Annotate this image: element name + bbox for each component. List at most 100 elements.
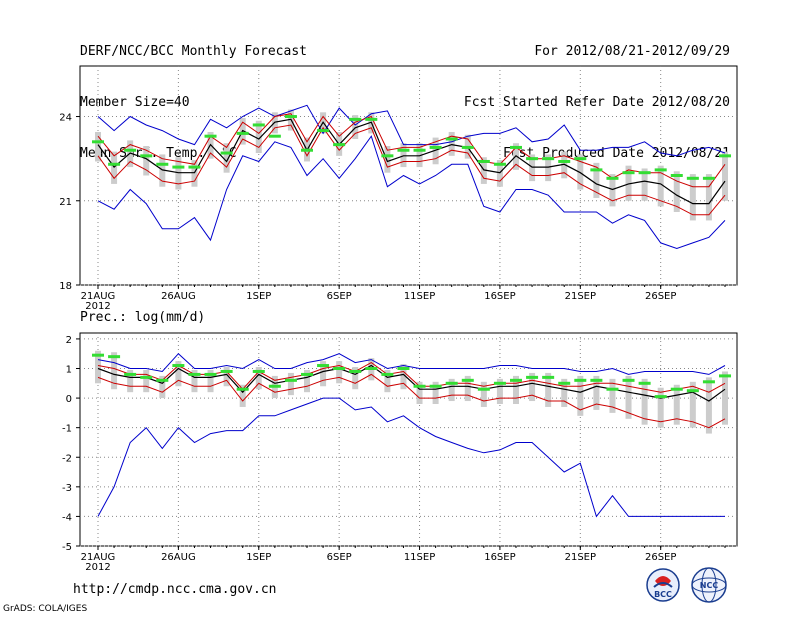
spread-box xyxy=(175,157,182,190)
spread-box xyxy=(400,364,407,390)
obs-marker xyxy=(204,372,217,376)
spread-box xyxy=(705,174,712,221)
obs-marker xyxy=(108,355,121,359)
spread-box xyxy=(416,143,423,168)
spread-box xyxy=(609,378,616,413)
spread-box xyxy=(593,375,600,410)
spread-box xyxy=(384,146,391,173)
spread-box xyxy=(689,381,696,428)
spread-box xyxy=(722,371,728,425)
spread-box xyxy=(432,137,439,165)
obs-marker xyxy=(638,381,651,385)
obs-marker xyxy=(413,148,426,152)
x-tick-label: 16SEP xyxy=(484,291,515,302)
obs-marker xyxy=(477,387,490,391)
x-tick-label: 26AUG xyxy=(161,291,196,302)
obs-marker xyxy=(156,162,169,166)
obs-marker xyxy=(413,384,426,388)
precipitation-chart: -5 -4 -3 -2 -1 0 1 2 21AUG 26AUG 1SEP 6SEP 11SEP 16SE… xyxy=(62,332,738,573)
spread-box xyxy=(496,160,503,187)
obs-marker xyxy=(397,148,410,152)
mean-line xyxy=(97,364,726,402)
x-tick-label: 6SEP xyxy=(327,552,352,563)
spread-box xyxy=(545,154,552,182)
obs-marker xyxy=(268,134,281,138)
obs-marker xyxy=(622,171,635,175)
obs-marker xyxy=(172,364,185,368)
spread-box xyxy=(657,387,664,428)
spread-box xyxy=(480,157,487,184)
spread-box xyxy=(207,369,214,393)
obs-marker xyxy=(349,117,362,121)
obs-marker xyxy=(590,378,603,382)
obs-marker xyxy=(542,157,555,161)
y-tick-label: 18 xyxy=(59,281,72,292)
x-tick-label: 1SEP xyxy=(246,291,271,302)
obs-marker xyxy=(622,378,635,382)
obs-marker xyxy=(702,380,715,384)
spread-box xyxy=(223,143,230,173)
source-url[interactable]: http://cmdp.ncc.cma.gov.cn xyxy=(73,582,277,597)
x-tick-label: 21SEP xyxy=(565,552,596,563)
spread-box xyxy=(577,154,584,190)
spread-box xyxy=(593,162,600,198)
obs-marker xyxy=(574,157,587,161)
spread-box xyxy=(609,174,616,207)
obs-marker xyxy=(140,154,153,158)
spread-box xyxy=(239,384,246,407)
x-tick-label: 1SEP xyxy=(246,552,271,563)
p90-line xyxy=(97,113,726,188)
obs-marker xyxy=(268,384,281,388)
obs-marker xyxy=(606,176,619,180)
header-right: For 2012/08/21-2012/09/29 Fcst Started R… xyxy=(464,12,730,181)
spread-box xyxy=(143,146,150,176)
y-tick-label: -2 xyxy=(62,453,72,464)
obs-marker xyxy=(686,389,699,393)
bcc-logo: BCC xyxy=(646,568,680,602)
obs-marker xyxy=(204,134,217,138)
spread-box xyxy=(191,369,198,393)
obs-marker xyxy=(526,157,539,161)
x-tick-label: 26AUG xyxy=(161,552,196,563)
spread-box xyxy=(448,378,455,402)
spread-box xyxy=(255,367,262,390)
obs-marker xyxy=(461,378,474,382)
obs-marker xyxy=(156,378,169,382)
obs-marker xyxy=(381,154,394,158)
obs-marker xyxy=(558,381,571,385)
spread-box xyxy=(641,168,648,201)
spread-box xyxy=(127,369,134,393)
obs-marker xyxy=(429,384,442,388)
spread-box xyxy=(223,367,230,387)
obs-marker xyxy=(349,369,362,373)
obs-marker xyxy=(670,387,683,391)
x-tick-label: 21AUG xyxy=(81,291,116,302)
obs-marker xyxy=(284,378,297,382)
spread-box xyxy=(529,154,536,182)
y-tick-label: 21 xyxy=(59,197,72,208)
obs-marker xyxy=(236,131,249,135)
obs-marker xyxy=(365,117,378,121)
x-tick-label: 26SEP xyxy=(645,552,676,563)
obs-marker xyxy=(445,381,458,385)
obs-marker xyxy=(590,168,603,172)
spread-box xyxy=(352,367,359,390)
obs-marker xyxy=(542,375,555,379)
obs-marker xyxy=(606,387,619,391)
spread-box xyxy=(577,375,584,416)
temperature-chart: 18 21 24 21AUG 26AUG 1SEP 6SEP 11SEP 16SEP 21SEP 2… xyxy=(59,65,738,312)
obs-marker xyxy=(719,154,731,158)
obs-marker xyxy=(220,369,233,373)
grads-credit: GrADS: COLA/IGES xyxy=(3,604,88,614)
obs-marker xyxy=(172,165,185,169)
y-tick-label: -5 xyxy=(62,542,72,553)
start-date: Fcst Started Refer Date 2012/08/20 xyxy=(463,95,730,110)
obs-marker xyxy=(670,174,683,177)
p10-line xyxy=(97,373,726,429)
spread-box xyxy=(95,131,101,162)
obs-marker xyxy=(654,395,667,399)
obs-marker xyxy=(702,176,715,180)
spread-box xyxy=(416,381,423,404)
spread-box xyxy=(400,143,407,168)
ncc-logo: NCC xyxy=(691,567,727,603)
